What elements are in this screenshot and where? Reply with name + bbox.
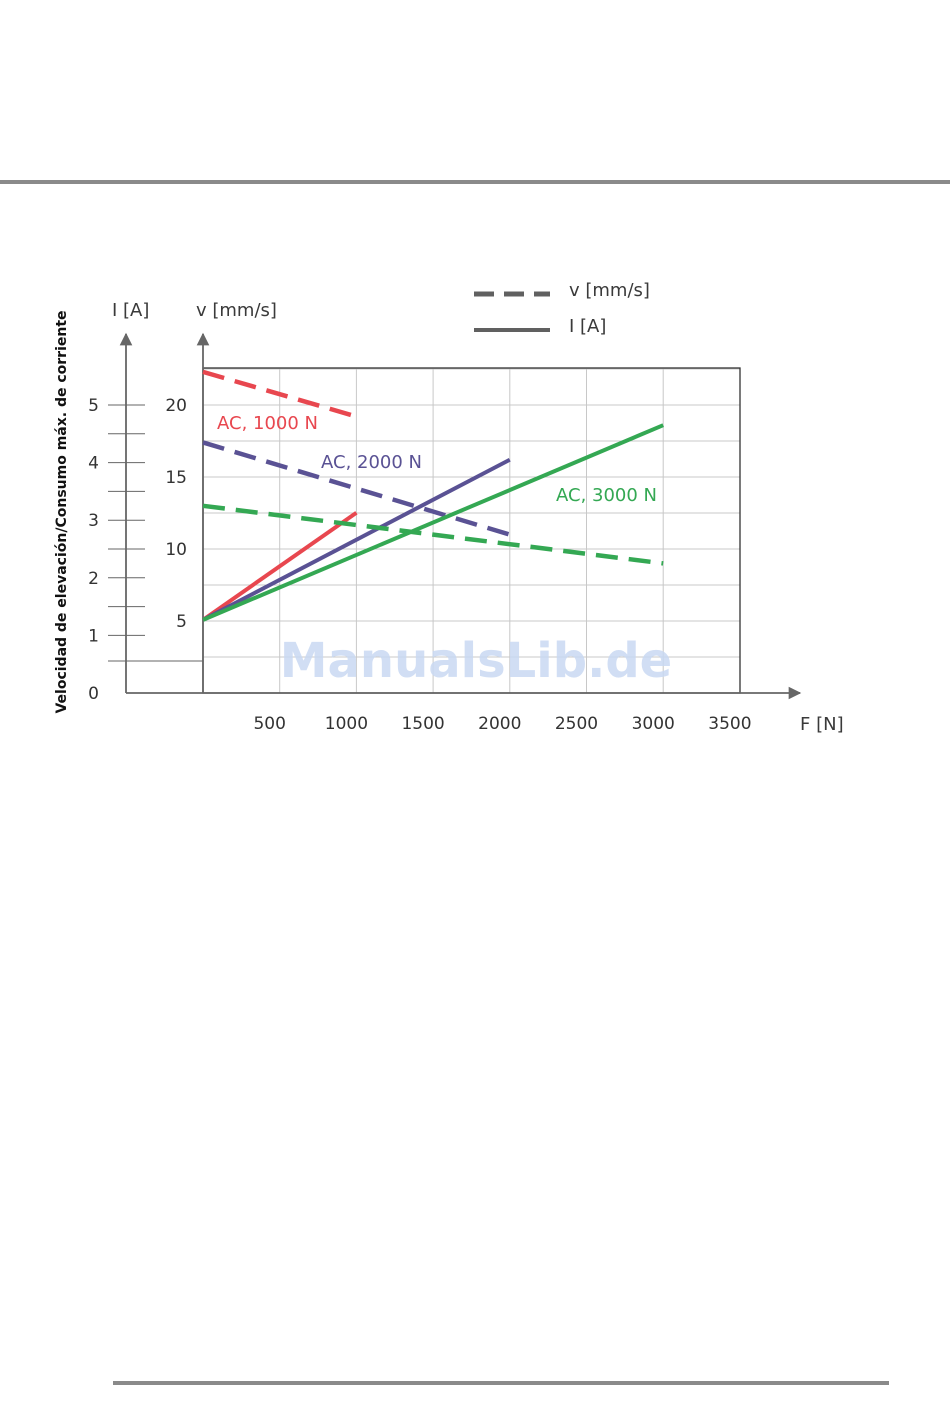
current-tick-labels: 0 1 2 3 4 5 [88, 396, 145, 704]
current-tick-label: 0 [88, 684, 99, 704]
force-tick-label: 1000 [325, 714, 368, 734]
speed-axis-label: v [mm/s] [196, 300, 277, 321]
speed-line-2000n [202, 440, 511, 537]
series-label-1000n: AC, 1000 N [217, 413, 318, 434]
force-tick-label: 3000 [632, 714, 675, 734]
y-axis-title: Velocidad de elevación/Consumo máx. de c… [54, 310, 70, 713]
speed-line-3000n [202, 503, 664, 566]
series-label-2000n: AC, 2000 N [321, 452, 422, 473]
force-tick-label: 2000 [478, 714, 521, 734]
current-tick-label: 1 [88, 626, 99, 646]
legend: v [mm/s] I [A] [474, 280, 650, 337]
current-tick-label: 3 [88, 511, 99, 531]
current-tick-label: 4 [88, 454, 99, 474]
force-tick-label: 1500 [401, 714, 444, 734]
current-tick-label: 2 [88, 569, 99, 589]
speed-tick-label: 5 [176, 612, 187, 632]
speed-line-1000n [202, 369, 358, 419]
bottom-rule [113, 1381, 889, 1385]
speed-tick-label: 20 [165, 396, 187, 416]
speed-tick-labels: 5 10 15 20 [165, 396, 187, 632]
current-line-3000n [202, 423, 664, 622]
current-line-1000n [201, 511, 358, 622]
force-tick-labels: 500 1000 1500 2000 2500 3000 3500 [253, 714, 751, 734]
current-axis-label: I [A] [112, 300, 149, 321]
watermark: ManualsLib.de [280, 633, 672, 689]
speed-tick-label: 15 [165, 468, 187, 488]
force-axis-label: F [N] [800, 714, 844, 735]
grid [203, 368, 740, 693]
force-tick-label: 2500 [555, 714, 598, 734]
current-line-2000n [202, 457, 511, 622]
legend-solid-label: I [A] [569, 316, 606, 337]
top-rule [0, 180, 950, 184]
speed-tick-label: 10 [165, 540, 187, 560]
force-tick-label: 3500 [708, 714, 751, 734]
legend-dashed-label: v [mm/s] [569, 280, 650, 301]
current-tick-label: 5 [88, 396, 99, 416]
force-tick-label: 500 [253, 714, 285, 734]
series [201, 369, 664, 622]
series-label-3000n: AC, 3000 N [556, 485, 657, 506]
